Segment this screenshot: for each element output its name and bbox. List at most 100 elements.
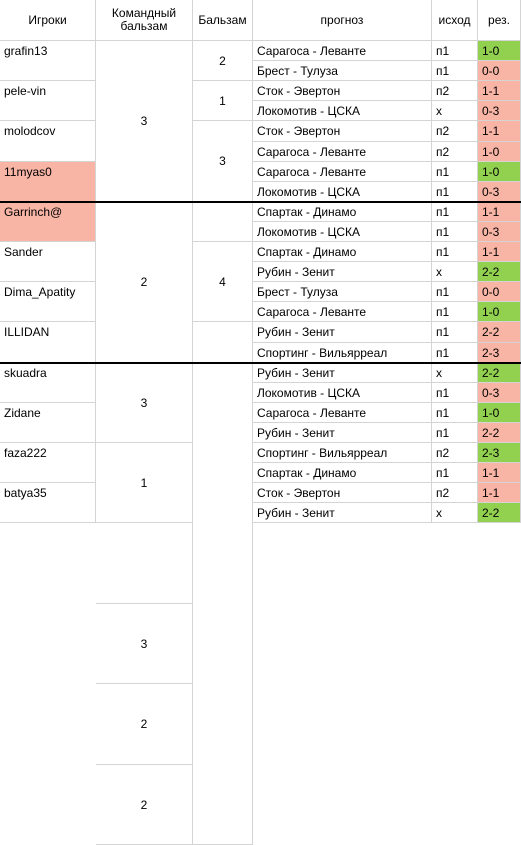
result-header: рез. bbox=[478, 0, 521, 41]
forecast-outcome: п1 bbox=[432, 383, 478, 403]
forecast-match: Локомотив - ЦСКА bbox=[253, 101, 432, 121]
forecast-result: 0-3 bbox=[478, 182, 521, 202]
forecast-outcome: п2 bbox=[432, 81, 478, 101]
forecast-outcome: х bbox=[432, 262, 478, 282]
forecast-match: Спортинг - Вильярреал bbox=[253, 443, 432, 463]
player-name: 11myas0 bbox=[0, 162, 96, 202]
player-name: Sander bbox=[0, 242, 96, 282]
forecast-result: 0-0 bbox=[478, 282, 521, 302]
forecast-match: Сток - Эвертон bbox=[253, 121, 432, 142]
forecast-header: прогноз bbox=[253, 0, 432, 41]
forecast-result: 2-3 bbox=[478, 443, 521, 463]
forecast-match: Сток - Эвертон bbox=[253, 483, 432, 503]
outcome-header: исход bbox=[432, 0, 478, 41]
forecast-outcome: х bbox=[432, 363, 478, 383]
forecast-result: 2-2 bbox=[478, 503, 521, 523]
player-name: pele-vin bbox=[0, 81, 96, 121]
forecast-result: 0-3 bbox=[478, 383, 521, 403]
player-name: Dima_Apatity bbox=[0, 282, 96, 322]
forecast-outcome: п1 bbox=[432, 202, 478, 222]
forecast-result: 1-0 bbox=[478, 302, 521, 322]
forecast-outcome: п1 bbox=[432, 322, 478, 343]
score: 2 bbox=[193, 41, 253, 81]
forecast-outcome: п2 bbox=[432, 121, 478, 142]
forecast-match: Сарагоса - Леванте bbox=[253, 142, 432, 162]
team-score: 1 bbox=[96, 443, 193, 523]
forecast-match: Рубин - Зенит bbox=[253, 423, 432, 443]
forecast-match: Брест - Тулуза bbox=[253, 61, 432, 81]
team-score: 2 bbox=[96, 202, 193, 363]
forecast-match: Рубин - Зенит bbox=[253, 363, 432, 383]
forecast-result: 2-2 bbox=[478, 363, 521, 383]
player-name: batya35 bbox=[0, 483, 96, 523]
forecast-match: Сарагоса - Леванте bbox=[253, 302, 432, 322]
score-empty bbox=[193, 202, 253, 242]
forecast-result: 2-2 bbox=[478, 262, 521, 282]
forecast-outcome: п1 bbox=[432, 61, 478, 81]
forecast-match: Рубин - Зенит bbox=[253, 262, 432, 282]
forecast-result: 1-1 bbox=[478, 242, 521, 262]
forecast-outcome: п1 bbox=[432, 162, 478, 182]
forecast-outcome: п1 bbox=[432, 182, 478, 202]
forecast-outcome: п1 bbox=[432, 403, 478, 423]
forecast-match: Спартак - Динамо bbox=[253, 463, 432, 483]
forecast-outcome: п1 bbox=[432, 302, 478, 322]
forecast-outcome: п2 bbox=[432, 483, 478, 503]
forecast-outcome: х bbox=[432, 503, 478, 523]
forecast-match: Сарагоса - Леванте bbox=[253, 41, 432, 61]
forecast-result: 0-3 bbox=[478, 101, 521, 121]
forecast-result: 1-0 bbox=[478, 403, 521, 423]
player-name: molodcov bbox=[0, 121, 96, 162]
team-score: 2 bbox=[96, 765, 193, 845]
forecast-result: 1-1 bbox=[478, 483, 521, 503]
forecast-match: Локомотив - ЦСКА bbox=[253, 383, 432, 403]
player-name: Zidane bbox=[0, 403, 96, 443]
forecast-result: 2-2 bbox=[478, 423, 521, 443]
forecast-result: 2-3 bbox=[478, 343, 521, 363]
forecast-match: Сарагоса - Леванте bbox=[253, 162, 432, 182]
forecast-match: Спартак - Динамо bbox=[253, 202, 432, 222]
forecast-match: Сарагоса - Леванте bbox=[253, 403, 432, 423]
forecast-result: 1-0 bbox=[478, 162, 521, 182]
forecast-outcome: п1 bbox=[432, 463, 478, 483]
forecast-outcome: п2 bbox=[432, 142, 478, 162]
players-header: Игроки bbox=[0, 0, 96, 41]
forecast-match: Локомотив - ЦСКА bbox=[253, 222, 432, 242]
team-score: 3 bbox=[96, 604, 193, 684]
forecast-result: 1-1 bbox=[478, 121, 521, 142]
team-score-header: Командный бальзам bbox=[96, 0, 193, 41]
group-separator bbox=[0, 362, 521, 364]
forecast-outcome: п1 bbox=[432, 343, 478, 363]
player-name: Garrinch@ bbox=[0, 202, 96, 242]
forecast-outcome: п1 bbox=[432, 282, 478, 302]
forecast-result: 0-3 bbox=[478, 222, 521, 242]
forecast-result: 1-1 bbox=[478, 463, 521, 483]
score: 1 bbox=[193, 81, 253, 121]
score: 4 bbox=[193, 242, 253, 322]
forecast-match: Спартак - Динамо bbox=[253, 242, 432, 262]
score: 3 bbox=[193, 121, 253, 202]
forecast-result: 1-1 bbox=[478, 202, 521, 222]
team-score-empty bbox=[96, 523, 193, 604]
player-name: grafin13 bbox=[0, 41, 96, 81]
forecast-match: Локомотив - ЦСКА bbox=[253, 182, 432, 202]
player-name: ILLIDAN bbox=[0, 322, 96, 363]
group-separator bbox=[0, 201, 521, 203]
forecast-result: 0-0 bbox=[478, 61, 521, 81]
forecast-match: Сток - Эвертон bbox=[253, 81, 432, 101]
forecast-match: Рубин - Зенит bbox=[253, 503, 432, 523]
forecast-outcome: х bbox=[432, 101, 478, 121]
forecast-outcome: п1 bbox=[432, 423, 478, 443]
forecast-result: 1-1 bbox=[478, 81, 521, 101]
forecast-match: Спортинг - Вильярреал bbox=[253, 343, 432, 363]
forecast-match: Брест - Тулуза bbox=[253, 282, 432, 302]
score-empty bbox=[193, 322, 253, 845]
player-name: skuadra bbox=[0, 363, 96, 403]
team-score: 3 bbox=[96, 41, 193, 202]
team-score: 2 bbox=[96, 684, 193, 765]
player-name: faza222 bbox=[0, 443, 96, 483]
forecast-result: 1-0 bbox=[478, 41, 521, 61]
team-score: 3 bbox=[96, 363, 193, 443]
forecast-match: Рубин - Зенит bbox=[253, 322, 432, 343]
